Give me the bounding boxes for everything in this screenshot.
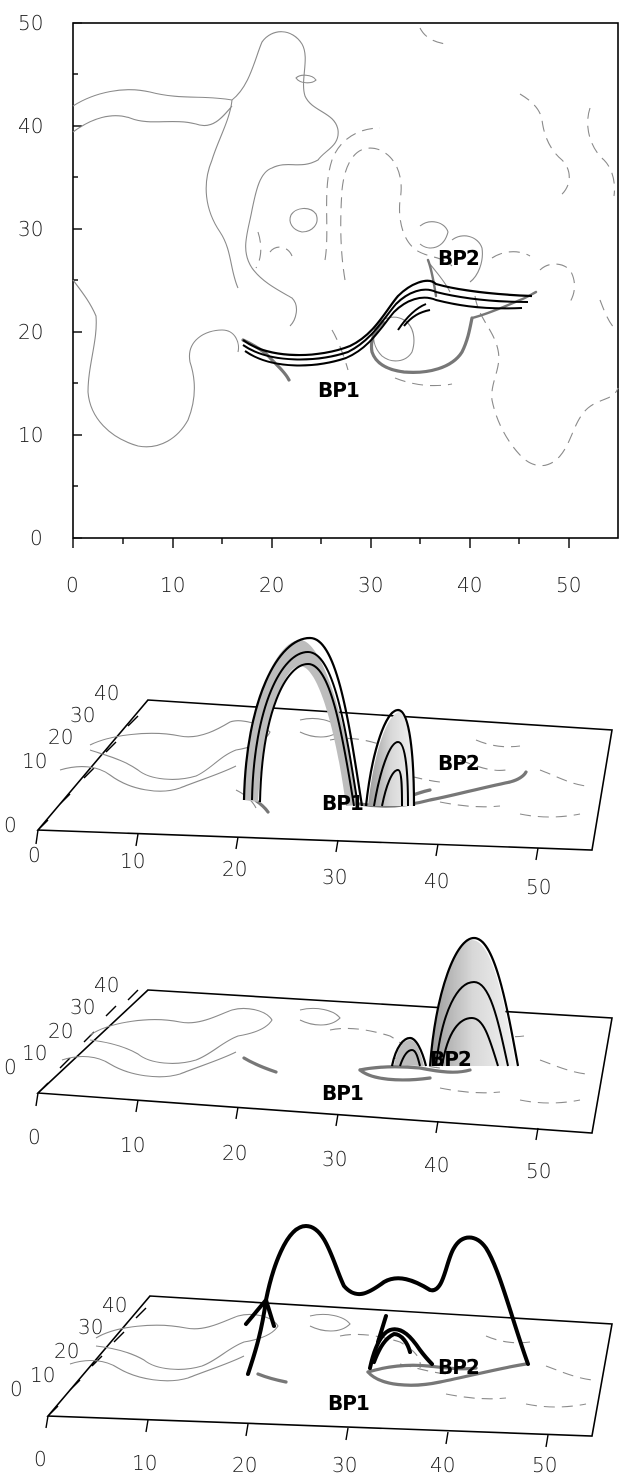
x-tick-label: 20 bbox=[222, 1141, 247, 1165]
x-tick-label: 50 bbox=[526, 1159, 551, 1183]
x-axis: 0 10 20 30 40 50 bbox=[66, 538, 581, 597]
footpoints bbox=[242, 1056, 472, 1082]
x-tick-label: 0 bbox=[28, 1125, 41, 1149]
y-tick-label: 50 bbox=[18, 11, 43, 35]
x-tick-label: 40 bbox=[424, 1153, 449, 1177]
depth-tick-label: 20 bbox=[48, 1019, 73, 1043]
x-tick-label: 30 bbox=[322, 1147, 347, 1171]
panel-perspective-1: 0 10 20 30 40 0 10 20 30 40 50 bbox=[4, 636, 613, 899]
depth-tick-label: 0 bbox=[4, 1055, 17, 1079]
depth-tick-label: 30 bbox=[70, 995, 95, 1019]
loops bbox=[242, 636, 416, 807]
footpoints bbox=[256, 1362, 528, 1387]
bp1-label: BP1 bbox=[328, 1391, 369, 1415]
bp2-label: BP2 bbox=[438, 751, 479, 775]
depth-tick-label: 20 bbox=[48, 725, 73, 749]
bp2-label: BP2 bbox=[430, 1047, 471, 1071]
panel-perspective-3: 0 10 20 30 40 0 10 20 30 40 50 bbox=[10, 1224, 613, 1477]
x-tick-label: 20 bbox=[232, 1453, 257, 1477]
loops bbox=[244, 1224, 530, 1376]
x-tick-label: 20 bbox=[259, 573, 284, 597]
y-tick-label: 40 bbox=[18, 114, 43, 138]
depth-tick-label: 0 bbox=[10, 1377, 23, 1401]
x-tick-label: 10 bbox=[132, 1451, 157, 1475]
depth-tick-label: 10 bbox=[22, 1041, 47, 1065]
x-tick-label: 30 bbox=[358, 573, 383, 597]
depth-tick-label: 30 bbox=[78, 1315, 103, 1339]
x-tick-label: 40 bbox=[424, 869, 449, 893]
plane-contours bbox=[69, 1313, 593, 1408]
plane bbox=[46, 1295, 613, 1437]
x-tick-label: 40 bbox=[430, 1453, 455, 1477]
x-tick-label: 50 bbox=[526, 875, 551, 899]
x-axis: 0 10 20 30 40 50 bbox=[28, 1092, 551, 1183]
negative-contours bbox=[255, 27, 619, 467]
panel-perspective-2: 0 10 20 30 40 0 10 20 30 40 50 bbox=[4, 936, 613, 1183]
x-tick-label: 20 bbox=[222, 857, 247, 881]
depth-tick-label: 40 bbox=[102, 1293, 127, 1317]
depth-tick-label: 10 bbox=[30, 1363, 55, 1387]
bp1-label: BP1 bbox=[322, 1081, 363, 1105]
depth-tick-label: 0 bbox=[4, 813, 17, 837]
x-tick-label: 10 bbox=[160, 573, 185, 597]
bp1-label: BP1 bbox=[322, 791, 363, 815]
bp1-label: BP1 bbox=[318, 378, 359, 402]
bp2-label: BP2 bbox=[438, 1355, 479, 1379]
x-tick-label: 40 bbox=[457, 573, 482, 597]
y-tick-label: 20 bbox=[18, 320, 43, 344]
x-tick-label: 0 bbox=[28, 843, 41, 867]
x-tick-label: 30 bbox=[332, 1453, 357, 1477]
plane bbox=[36, 699, 613, 851]
loops-top-view bbox=[242, 279, 533, 367]
x-tick-label: 10 bbox=[120, 1133, 145, 1157]
loops bbox=[390, 936, 520, 1067]
footpoints bbox=[241, 258, 538, 382]
depth-tick-label: 40 bbox=[94, 973, 119, 997]
x-tick-label: 50 bbox=[532, 1453, 557, 1477]
y-axis: 0 10 20 30 40 50 bbox=[18, 11, 82, 550]
depth-axis: 0 10 20 30 40 bbox=[4, 973, 139, 1094]
depth-axis: 0 10 20 30 40 bbox=[4, 681, 139, 837]
depth-tick-label: 20 bbox=[54, 1339, 79, 1363]
x-tick-label: 30 bbox=[322, 865, 347, 889]
depth-tick-label: 10 bbox=[22, 749, 47, 773]
x-axis: 0 10 20 30 40 50 bbox=[28, 829, 551, 899]
positive-contours bbox=[72, 31, 483, 448]
plane bbox=[36, 989, 613, 1134]
depth-axis: 0 10 20 30 40 bbox=[10, 1293, 147, 1417]
y-tick-label: 0 bbox=[30, 526, 43, 550]
x-tick-label: 50 bbox=[556, 573, 581, 597]
map-frame bbox=[72, 22, 619, 539]
x-axis: 0 10 20 30 40 50 bbox=[34, 1415, 557, 1477]
depth-tick-label: 40 bbox=[94, 681, 119, 705]
y-tick-label: 10 bbox=[18, 423, 43, 447]
x-tick-label: 0 bbox=[34, 1447, 47, 1471]
x-tick-label: 10 bbox=[120, 849, 145, 873]
panel-top-view: 0 10 20 30 40 50 0 10 20 30 40 50 bbox=[18, 11, 619, 597]
y-tick-label: 30 bbox=[18, 217, 43, 241]
bp2-label: BP2 bbox=[438, 246, 479, 270]
depth-tick-label: 30 bbox=[70, 703, 95, 727]
x-tick-label: 0 bbox=[66, 573, 79, 597]
